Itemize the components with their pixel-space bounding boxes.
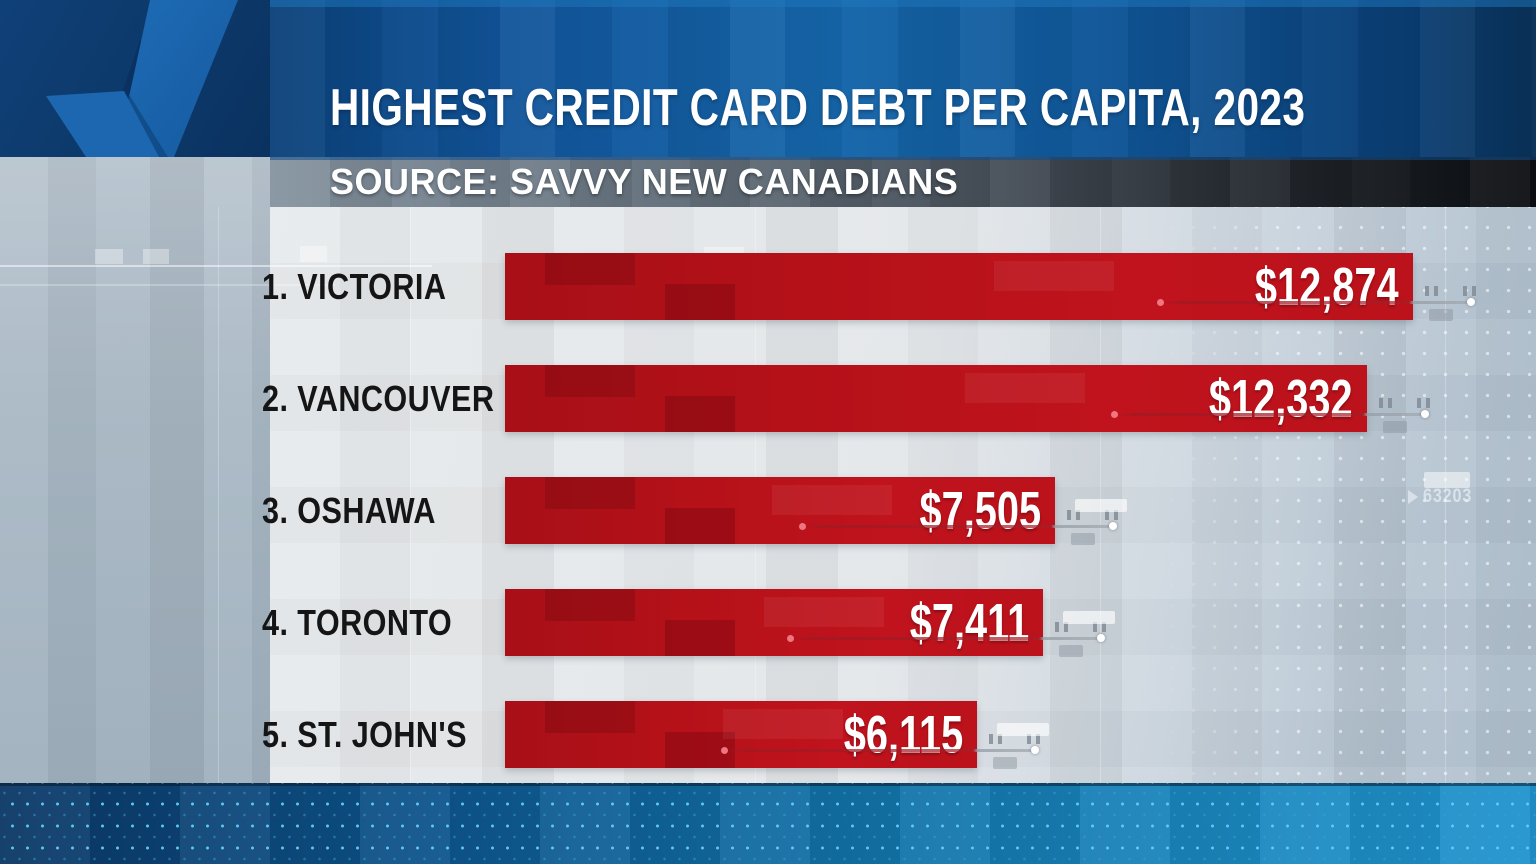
scanline-start-dot: [799, 523, 806, 530]
bar: $12,332: [505, 365, 1431, 433]
decor-block: [143, 249, 169, 264]
bar-value: $12,874: [1255, 257, 1399, 316]
decor-chip: [997, 723, 1049, 736]
source-label: SOURCE: SAVVY NEW CANADIANS: [330, 161, 959, 202]
bar-row-label: 3. OSHAWA: [262, 489, 436, 531]
ticker-text: 63203: [1423, 486, 1473, 507]
tick-marks-icon: [1055, 622, 1069, 632]
bar-row: 1. VICTORIA $12,874: [0, 253, 1536, 321]
decor-chip: [1383, 421, 1407, 433]
scanline-end-dot: [1109, 522, 1117, 530]
bar-row-label: 2. VANCOUVER: [262, 377, 495, 419]
tick-marks-icon: [1093, 622, 1107, 632]
title-band: HIGHEST CREDIT CARD DEBT PER CAPITA, 202…: [270, 0, 1536, 157]
decor-chip: [1063, 611, 1115, 624]
grid-line: [1445, 207, 1446, 783]
bar-value: $7,505: [919, 481, 1041, 540]
decor-line: [0, 284, 335, 286]
source-banner: SOURCE: SAVVY NEW CANADIANS: [270, 157, 1536, 207]
station-logo-block: [0, 0, 270, 157]
station-logo-icon: [46, 0, 238, 157]
bar-row: 4. TORONTO $7,411: [0, 589, 1536, 657]
scanline-start-dot: [1111, 411, 1118, 418]
decor-block: [95, 249, 123, 264]
bar: $7,505: [505, 477, 1127, 545]
scanline-end-dot: [1467, 298, 1475, 306]
decor-chip: [1071, 533, 1095, 545]
decor-chip: [1429, 309, 1453, 321]
grid-line: [218, 207, 219, 783]
play-icon: [1408, 490, 1418, 504]
tick-marks-icon: [1105, 510, 1119, 520]
scanline-end-dot: [1421, 410, 1429, 418]
tick-marks-icon: [989, 734, 1003, 744]
grid-line: [410, 207, 411, 783]
decor-line: [0, 265, 432, 267]
decor-chip: [1059, 645, 1083, 657]
grid-line: [1100, 207, 1101, 783]
tick-marks-icon: [1417, 398, 1431, 408]
scanline-end-dot: [1031, 746, 1039, 754]
scanline-start-dot: [1157, 299, 1164, 306]
bar-row-label: 4. TORONTO: [262, 601, 453, 643]
bar-value: $7,411: [909, 593, 1029, 652]
bar-row: 3. OSHAWA $7,505: [0, 477, 1536, 545]
bottom-dotted-band: [0, 783, 1536, 864]
scanline-end-dot: [1097, 634, 1105, 642]
scanline-decor: [805, 525, 1115, 528]
tick-marks-icon: [1425, 286, 1439, 296]
scanline-start-dot: [721, 747, 728, 754]
decor-chip: [1424, 472, 1470, 488]
bar-row: 5. ST. JOHN'S $6,115: [0, 701, 1536, 769]
bar-value: $12,332: [1209, 369, 1353, 428]
decor-chip: [993, 757, 1017, 769]
scanline-decor: [793, 637, 1103, 640]
scanline-decor: [1163, 301, 1473, 304]
tick-marks-icon: [1027, 734, 1041, 744]
bar-row-label: 1. VICTORIA: [262, 265, 447, 307]
tick-marks-icon: [1463, 286, 1477, 296]
scanline-start-dot: [787, 635, 794, 642]
tick-marks-icon: [1067, 510, 1081, 520]
scanline-decor: [1117, 413, 1427, 416]
decor-block: [300, 246, 327, 262]
bar-value: $6,115: [843, 705, 963, 764]
bar: $7,411: [505, 589, 1115, 657]
page-title: HIGHEST CREDIT CARD DEBT PER CAPITA, 202…: [330, 79, 1306, 137]
bar: $12,874: [505, 253, 1477, 321]
bar-row: 2. VANCOUVER $12,332: [0, 365, 1536, 433]
bar-row-label: 5. ST. JOHN'S: [262, 713, 467, 755]
header-band: HIGHEST CREDIT CARD DEBT PER CAPITA, 202…: [0, 0, 1536, 157]
left-strip-background: [0, 157, 270, 783]
decor-chip: [1075, 499, 1127, 512]
bar: $6,115: [505, 701, 1049, 769]
ticker-badge: 63203: [1408, 486, 1481, 508]
tick-marks-icon: [1379, 398, 1393, 408]
scanline-decor: [727, 749, 1037, 752]
